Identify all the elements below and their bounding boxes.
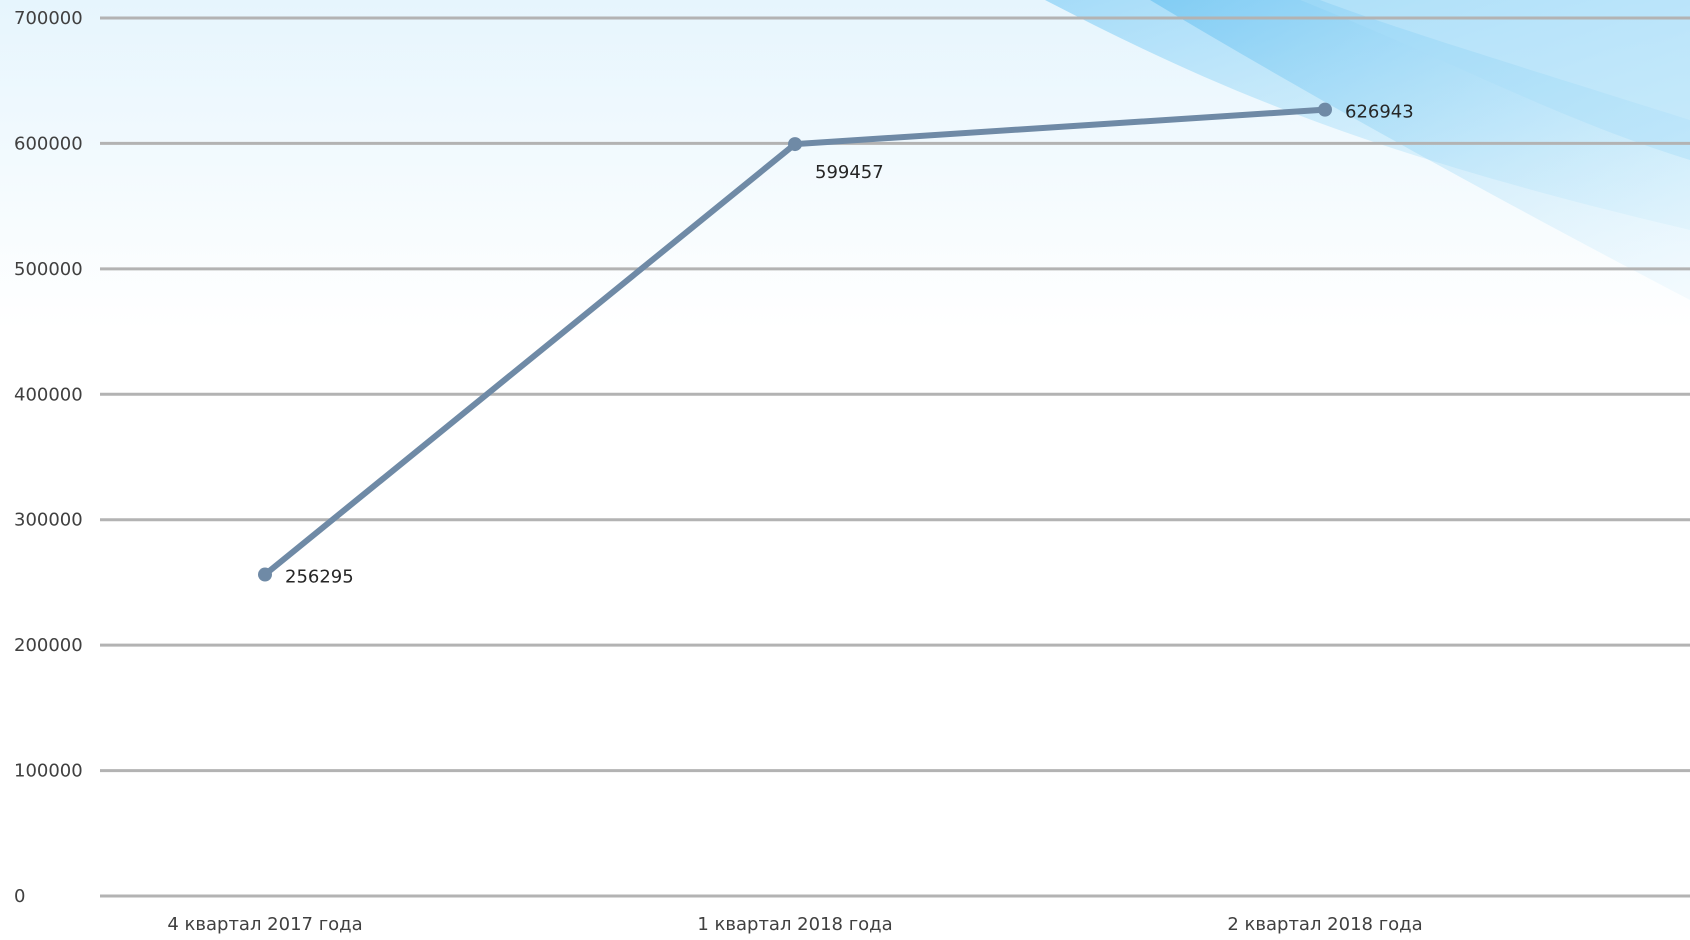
y-tick-label-100000: 100000 <box>14 761 83 782</box>
x-axis-tick-labels: 4 квартал 2017 года 1 квартал 2018 года 2 … <box>167 914 1422 935</box>
series-line-group <box>258 102 1332 582</box>
gridlines <box>100 16 1690 898</box>
x-tick-label-2: 2 квартал 2018 года <box>1227 914 1422 935</box>
x-tick-label-1: 1 квартал 2018 года <box>697 914 892 935</box>
y-tick-label-500000: 500000 <box>14 259 83 280</box>
data-point-0 <box>258 567 272 582</box>
data-point-2 <box>1318 102 1332 117</box>
data-point-1 <box>788 137 802 152</box>
x-tick-label-0: 4 квартал 2017 года <box>167 914 362 935</box>
y-tick-label-200000: 200000 <box>14 635 83 656</box>
y-tick-label-400000: 400000 <box>14 384 83 405</box>
y-tick-label-0: 0 <box>14 886 25 907</box>
data-label-2: 626943 <box>1345 102 1414 123</box>
data-label-0: 256295 <box>285 567 354 588</box>
background-wave-3 <box>1300 0 1690 160</box>
data-label-1: 599457 <box>815 162 884 183</box>
y-tick-label-700000: 700000 <box>14 8 83 29</box>
background-wave-2 <box>1150 0 1690 300</box>
y-tick-label-300000: 300000 <box>14 510 83 531</box>
y-axis-tick-labels: 0 100000 200000 300000 400000 500000 600000 700… <box>14 8 83 907</box>
y-tick-label-600000: 600000 <box>14 133 83 154</box>
data-labels: 256295 599457 626943 <box>285 102 1414 588</box>
